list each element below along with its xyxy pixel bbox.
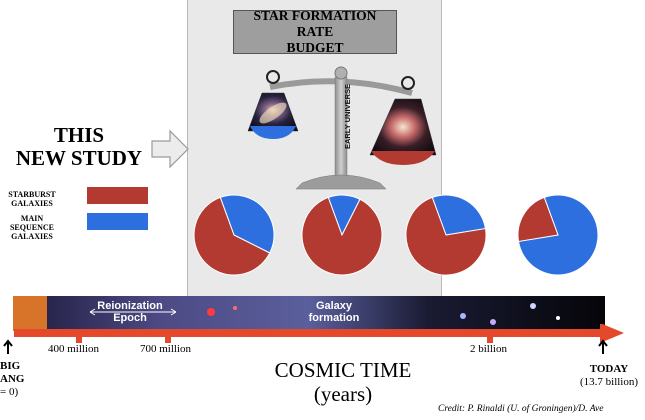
pie-1-main-sequence-slice — [219, 194, 275, 254]
scale-label: EARLY UNIVERSE — [342, 84, 352, 150]
pie-3-starburst-slice — [405, 196, 487, 276]
pie-2-starburst-slice — [301, 196, 383, 276]
tick-label-2-billion: 2 billion — [470, 343, 507, 355]
legend-main-sequence-swatch — [87, 213, 148, 230]
reionization-bracket-icon — [89, 308, 177, 316]
scale-base — [295, 174, 387, 190]
balance-scale — [247, 66, 437, 190]
tick-700-million — [165, 337, 171, 343]
study-line-1: THIS — [53, 123, 105, 147]
pie-3-main-sequence-slice — [431, 194, 487, 236]
tick-label-400-million: 400 million — [48, 343, 100, 355]
title-line-1: STAR FORMATION RATE — [253, 8, 377, 39]
legend-main-sequence-label: MAIN SEQUENCE GALAXIES — [9, 214, 54, 241]
legend-starburst-swatch — [87, 187, 148, 204]
pie-1-starburst-slice — [193, 196, 271, 276]
big-bang-label: BIG ANG = 0) — [0, 360, 25, 398]
pie-3 — [405, 194, 487, 276]
today-label: TODAY (13.7 billion) — [579, 363, 639, 388]
this-new-study-label: THIS NEW STUDY — [4, 124, 154, 170]
arrow-right-icon — [151, 129, 189, 169]
title-line-2: BUDGET — [286, 40, 344, 55]
pie-4 — [517, 194, 599, 276]
left-pan-blue — [250, 126, 296, 139]
study-line-2: NEW STUDY — [15, 146, 143, 170]
pie-1 — [193, 194, 275, 276]
tick-400-million — [76, 337, 82, 343]
reionization-label: Reionization Epoch — [97, 300, 163, 324]
right-pan-galaxy — [369, 98, 437, 156]
big-bang-glow — [13, 296, 47, 331]
legend-starburst-label: STARBURST GALAXIES — [8, 190, 56, 208]
tick-label-700-million: 700 million — [140, 343, 192, 355]
galaxy-formation-label: Galaxy formation — [308, 300, 360, 324]
timeline-strip — [13, 296, 605, 331]
image-credit: Credit: P. Rinaldi (U. of Groningen)/D. … — [438, 404, 604, 414]
big-bang-arrow-icon — [3, 339, 13, 354]
right-pan-red — [371, 151, 435, 165]
scale-label-wrap: EARLY UNIVERSE — [341, 72, 353, 162]
title-box: STAR FORMATION RATE BUDGET — [233, 8, 397, 55]
tick-2-billion — [487, 337, 493, 343]
pie-2 — [301, 194, 383, 276]
cosmic-time-title: COSMIC TIME (years) — [274, 358, 412, 406]
time-axis-arrow — [3, 324, 624, 354]
pie-4-starburst-slice — [517, 196, 559, 243]
today-arrow-icon — [598, 339, 608, 354]
pie-charts — [193, 194, 599, 276]
